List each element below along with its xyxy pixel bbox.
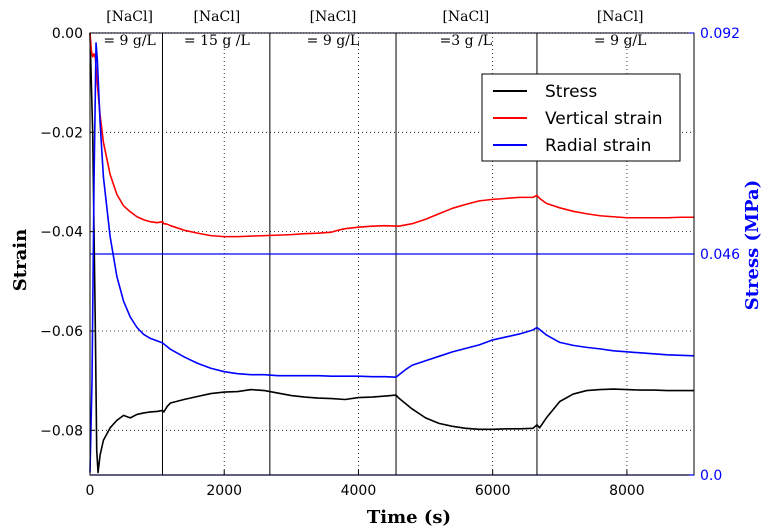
y-tick-label: −0.02 [40,125,83,141]
x-tick-label: 6000 [475,483,511,499]
y-tick-label: 0.00 [52,26,83,42]
x-tick-label: 8000 [609,483,645,499]
y-axis-ticks: 0.00 −0.02 −0.04 −0.06 −0.08 [40,26,95,439]
phase-label-line1: [NaCl] [310,9,357,25]
x-axis-ticks: 0 2000 4000 6000 8000 [86,470,645,499]
phase-label-line1: [NaCl] [597,9,644,25]
phase-label-line2: = 9 g/L [103,33,156,49]
phase-label-line2: = 9 g/L [307,33,360,49]
series-line-vertical-strain [89,32,694,238]
x-tick-label: 2000 [206,483,242,499]
phase-label-line2: = 9 g/L [594,33,647,49]
series-line-radial-strain [89,42,695,473]
legend-label: Radial strain [545,136,651,156]
phase-labels: [NaCl] = 9 g/L [NaCl] = 15 g /L [NaCl] = 9 g/… [103,9,646,49]
y-tick-label: −0.04 [40,225,83,241]
y-tick-label: −0.06 [40,324,83,340]
y2-tick-label: 0.046 [700,247,740,263]
x-axis-title: Time (s) [367,507,451,528]
series-lines [89,32,695,474]
legend-label: Vertical strain [545,109,662,129]
x-tick-label: 4000 [341,483,377,499]
phase-label-line1: [NaCl] [442,9,489,25]
y2-axis-title: Stress (MPa) [742,180,763,310]
phase-label-line2: = 15 g /L [184,33,250,49]
phase-label-line1: [NaCl] [193,9,240,25]
legend: Stress Vertical strain Radial strain [481,73,681,162]
y2-axis-ticks: 0.092 0.046 0.0 [689,26,740,484]
y2-tick-label: 0.092 [700,26,740,42]
y-tick-label: −0.08 [40,423,83,439]
legend-label: Stress [545,82,597,102]
y-axis-title: Strain [10,229,31,291]
x-tick-label: 0 [86,483,95,499]
phase-label-line1: [NaCl] [106,9,153,25]
series-line-stress [89,32,694,474]
phase-label-line2: =3 g /L [440,33,493,49]
y2-tick-label: 0.0 [700,468,722,484]
